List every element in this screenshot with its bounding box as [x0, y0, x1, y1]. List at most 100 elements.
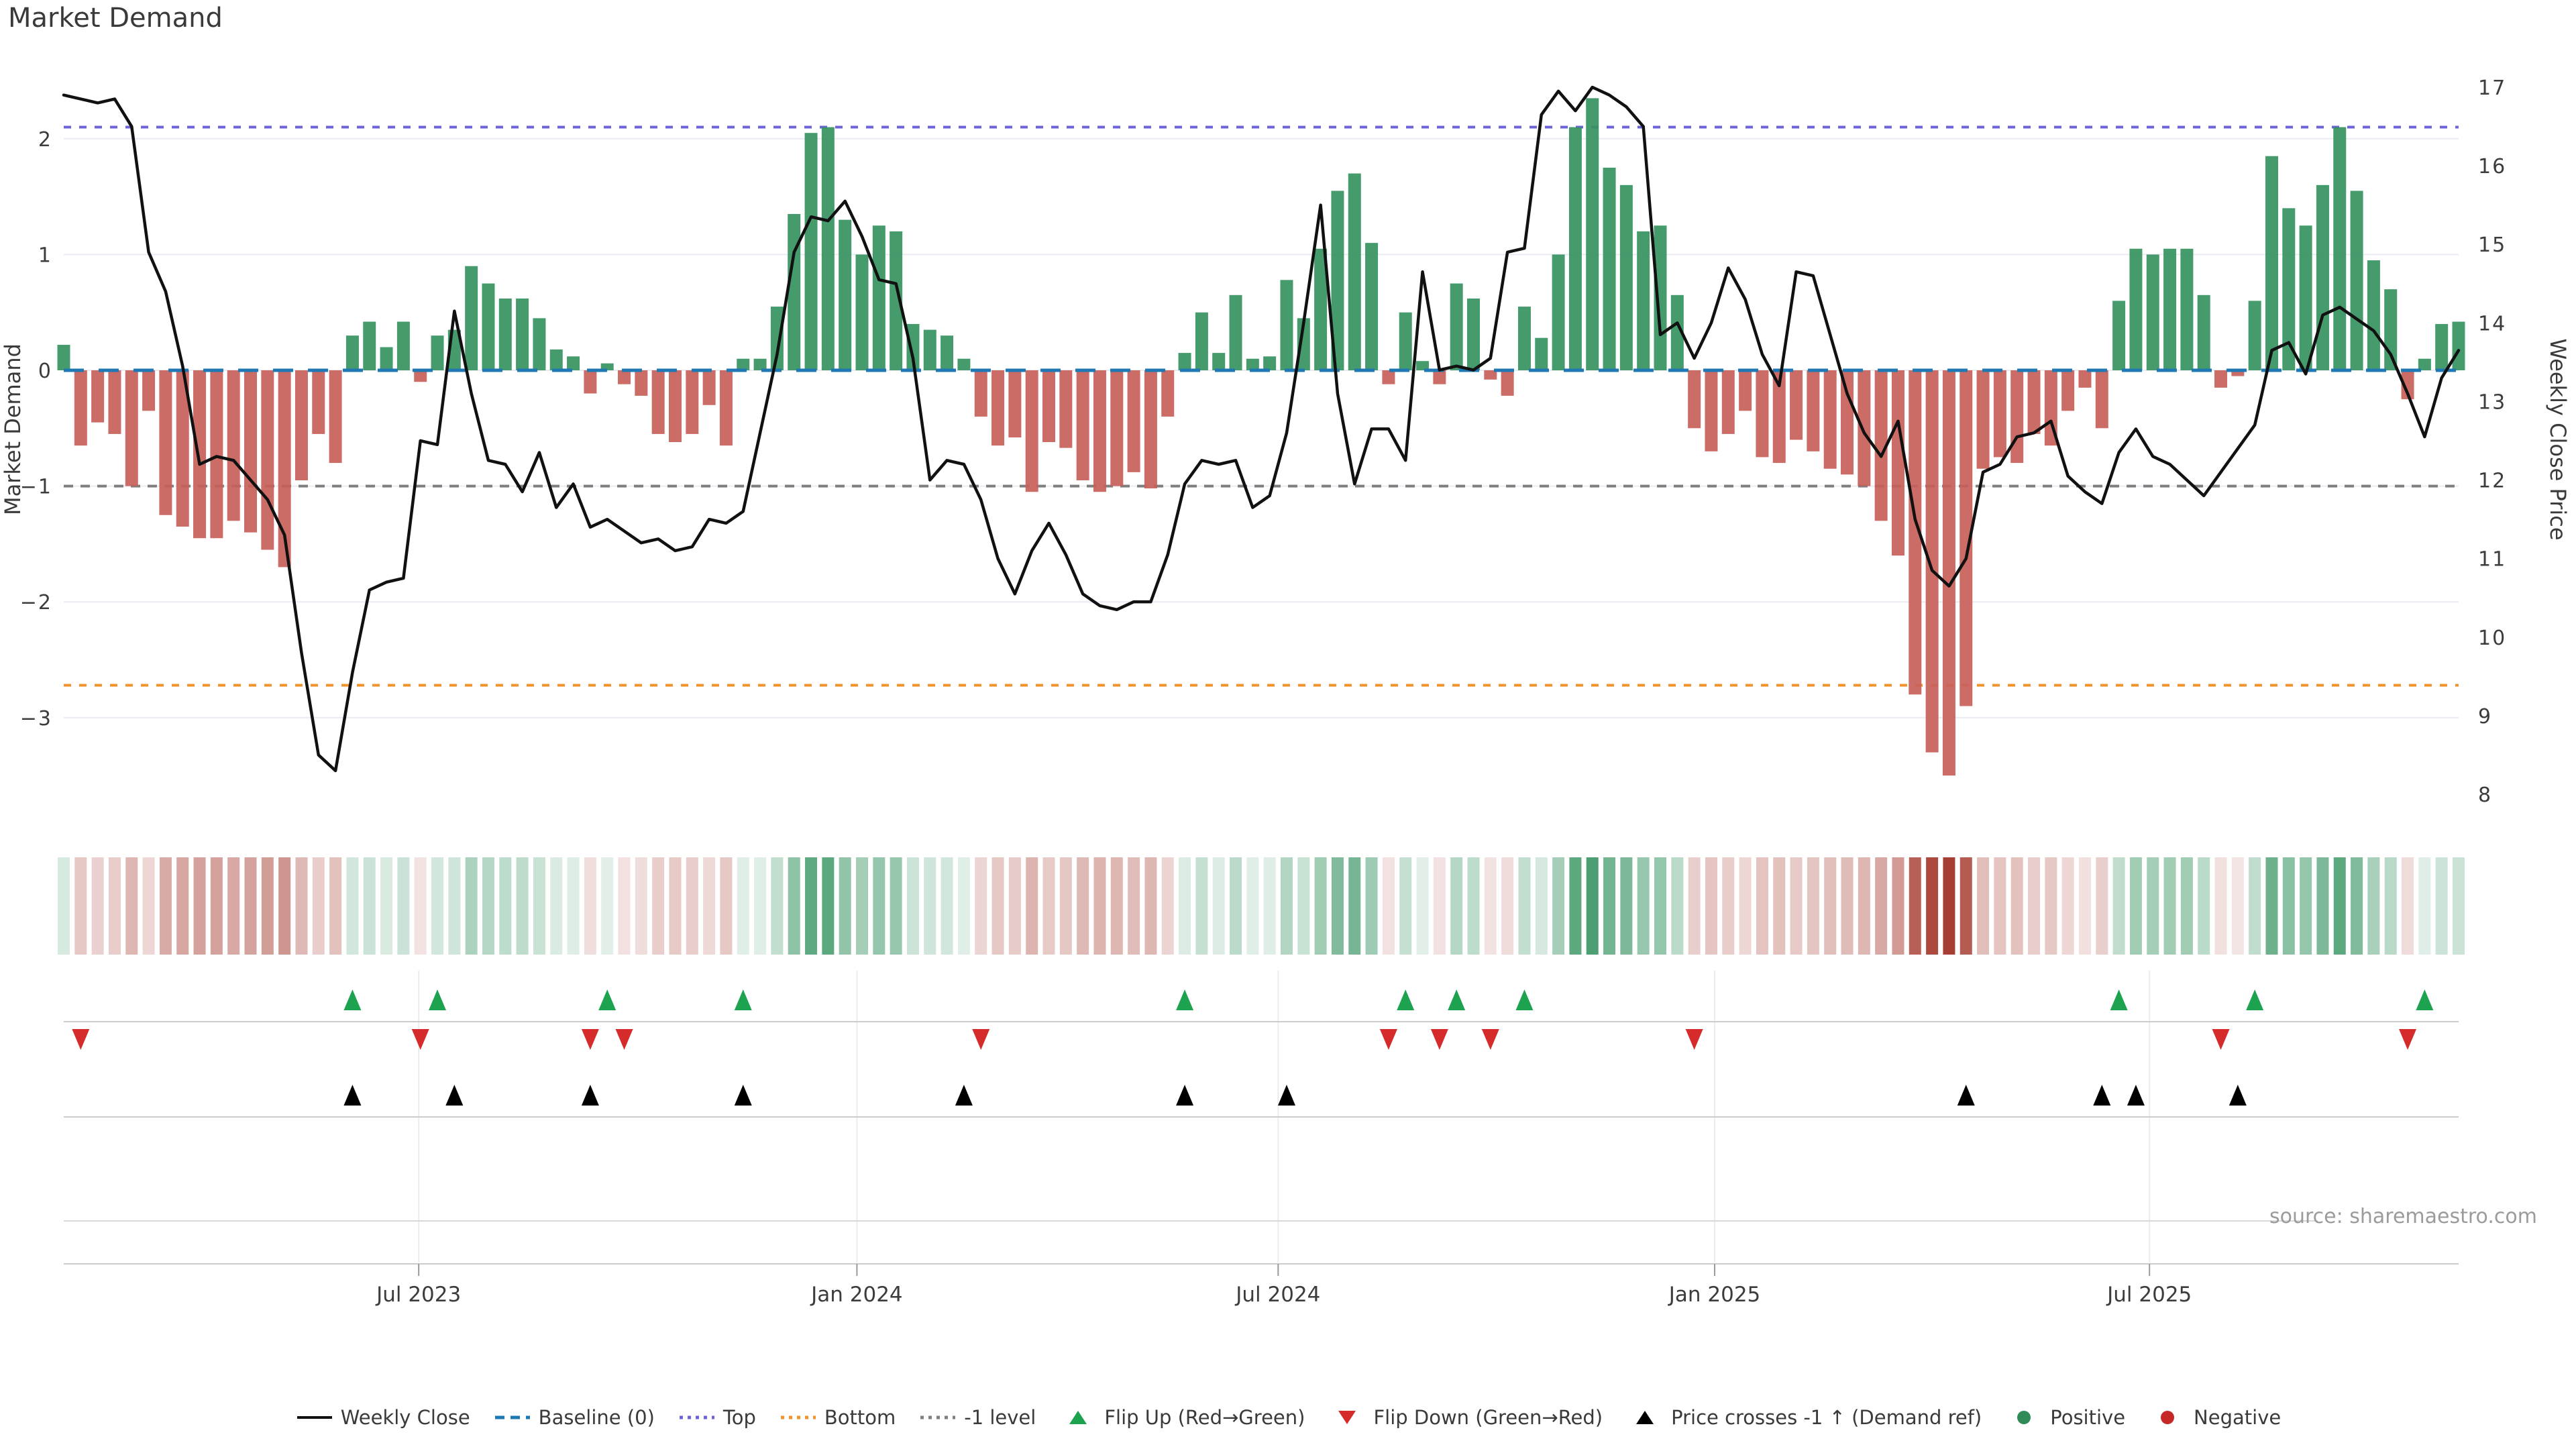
- heatmap-cell: [2282, 857, 2295, 955]
- demand-bar-negative: [193, 370, 207, 539]
- demand-bar-positive: [1568, 127, 1582, 371]
- heatmap-cell: [1756, 857, 1768, 955]
- heatmap-cell: [2333, 857, 2346, 955]
- right-axis-tick-label: 13: [2478, 390, 2506, 414]
- x-axis-tick-label: Jul 2025: [2106, 1283, 2192, 1307]
- heatmap-cell: [2010, 857, 2023, 955]
- heatmap-cell: [363, 857, 376, 955]
- flip-up-marker: [429, 989, 447, 1010]
- legend-item-label: Bottom: [824, 1406, 896, 1429]
- heatmap-cell: [1892, 857, 1904, 955]
- flip-up-marker: [1448, 989, 1466, 1010]
- heatmap-cell: [2402, 857, 2414, 955]
- demand-bar-positive: [788, 213, 801, 370]
- demand-bar-negative: [584, 370, 597, 394]
- flip-up-marker: [598, 989, 616, 1010]
- demand-bar-negative: [294, 370, 308, 480]
- demand-bar-positive: [957, 358, 971, 370]
- demand-bar-positive: [2282, 208, 2296, 370]
- demand-bar-negative: [1739, 370, 1752, 411]
- demand-bar-positive: [2265, 156, 2278, 370]
- heatmap-cell: [2112, 857, 2125, 955]
- demand-bar-positive: [737, 358, 750, 370]
- demand-bar-negative: [312, 370, 325, 434]
- demand-bar-positive: [1263, 356, 1277, 370]
- demand-bar-positive: [2197, 294, 2210, 370]
- heatmap-cell: [2367, 857, 2380, 955]
- heatmap-cell: [1484, 857, 1497, 955]
- demand-bar-positive: [2435, 323, 2449, 370]
- heatmap-cell: [1994, 857, 2006, 955]
- demand-bar-negative: [1807, 370, 1820, 451]
- heatmap-cell: [1586, 857, 1599, 955]
- heatmap-cell: [2163, 857, 2176, 955]
- demand-bar-positive: [1229, 294, 1242, 370]
- heatmap-cell: [2351, 857, 2363, 955]
- demand-bar-negative: [74, 370, 87, 446]
- demand-bar-negative: [2061, 370, 2075, 411]
- demand-bar-positive: [1466, 298, 1480, 370]
- demand-bar-negative: [1501, 370, 1514, 396]
- heatmap-cell: [924, 857, 936, 955]
- demand-bar-positive: [600, 363, 614, 370]
- triangle-up-icon: [1636, 1411, 1654, 1424]
- heatmap-cell: [1110, 857, 1123, 955]
- heatmap-cell: [2061, 857, 2074, 955]
- demand-bar-positive: [431, 335, 444, 370]
- heatmap-cell: [1773, 857, 1786, 955]
- heatmap-cell: [2045, 857, 2057, 955]
- demand-bar-negative: [1144, 370, 1157, 489]
- flip-up-marker: [1515, 989, 1534, 1010]
- triangle-up-icon: [1069, 1411, 1087, 1424]
- heatmap-cell: [227, 857, 240, 955]
- demand-bar-negative: [329, 370, 342, 464]
- heatmap-cell: [1960, 857, 1972, 955]
- demand-bar-negative: [1093, 370, 1106, 492]
- heatmap-cell: [1535, 857, 1548, 955]
- demand-bar-positive: [839, 219, 852, 370]
- demand-bar-positive: [533, 318, 546, 370]
- flip-down-marker: [411, 1029, 429, 1050]
- heatmap-cell: [2231, 857, 2244, 955]
- legend-item: -1 level: [918, 1406, 1036, 1429]
- demand-bar-positive: [2384, 289, 2398, 370]
- demand-bar-negative: [1993, 370, 2006, 458]
- heatmap-cell: [1705, 857, 1717, 955]
- heatmap-cell: [1620, 857, 1633, 955]
- demand-bar-negative: [2401, 370, 2414, 400]
- demand-bar-positive: [549, 349, 563, 370]
- demand-bar-negative: [414, 370, 427, 382]
- demand-bar-negative: [125, 370, 138, 486]
- demand-bar-positive: [2452, 321, 2465, 370]
- legend-item-label: Negative: [2194, 1406, 2282, 1429]
- flip-down-marker: [581, 1029, 599, 1050]
- demand-bar-negative: [1008, 370, 1022, 438]
- heatmap-cell: [2435, 857, 2448, 955]
- left-axis-tick-label: 2: [38, 128, 52, 152]
- heatmap-cell: [1450, 857, 1463, 955]
- heatmap-cell: [2249, 857, 2261, 955]
- demand-bar-negative: [1059, 370, 1073, 448]
- flip-down-marker: [2212, 1029, 2230, 1050]
- demand-bar-positive: [2248, 301, 2261, 370]
- demand-bar-negative: [1858, 370, 1871, 486]
- demand-bar-negative: [2214, 370, 2228, 388]
- heatmap-cell: [1739, 857, 1752, 955]
- heatmap-cell: [1297, 857, 1310, 955]
- legend-item: Top: [678, 1406, 756, 1429]
- demand-bar-positive: [465, 266, 478, 370]
- heatmap-cell: [2384, 857, 2397, 955]
- demand-bar-negative: [1925, 370, 1939, 753]
- right-axis-tick-label: 14: [2478, 312, 2506, 335]
- right-axis-tick-label: 8: [2478, 784, 2492, 807]
- flip-up-marker: [2110, 989, 2128, 1010]
- demand-bar-negative: [1942, 370, 1955, 776]
- demand-bar-negative: [1688, 370, 1701, 429]
- demand-bar-negative: [176, 370, 189, 527]
- heatmap-cell: [1552, 857, 1565, 955]
- demand-bar-positive: [498, 298, 512, 370]
- heatmap-cell: [58, 857, 70, 955]
- price-cross-marker: [1277, 1085, 1295, 1106]
- heatmap-cell: [1841, 857, 1854, 955]
